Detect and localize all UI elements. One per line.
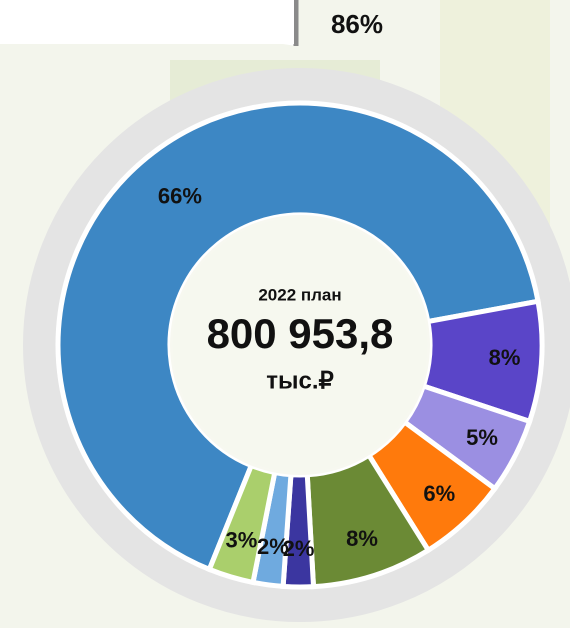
- segment-label: 8%: [346, 526, 378, 551]
- segment-label: 66%: [158, 184, 202, 209]
- annotation: 86%: [331, 9, 383, 39]
- segment-label: 8%: [489, 345, 521, 370]
- frame-fill: [0, 0, 294, 44]
- segment-label: 2%: [257, 534, 289, 559]
- center-caption: 2022 план: [258, 285, 341, 304]
- center-unit: тыс.₽: [266, 367, 334, 394]
- segment-label: 5%: [466, 425, 498, 450]
- segment-label: 3%: [226, 527, 258, 552]
- center-total: 800 953,8: [207, 310, 394, 357]
- chart: 86% 2022 план 800 953,8 тыс.₽ 66% 8% 5% 6% 8…: [0, 0, 570, 628]
- segment-label: 6%: [423, 481, 455, 506]
